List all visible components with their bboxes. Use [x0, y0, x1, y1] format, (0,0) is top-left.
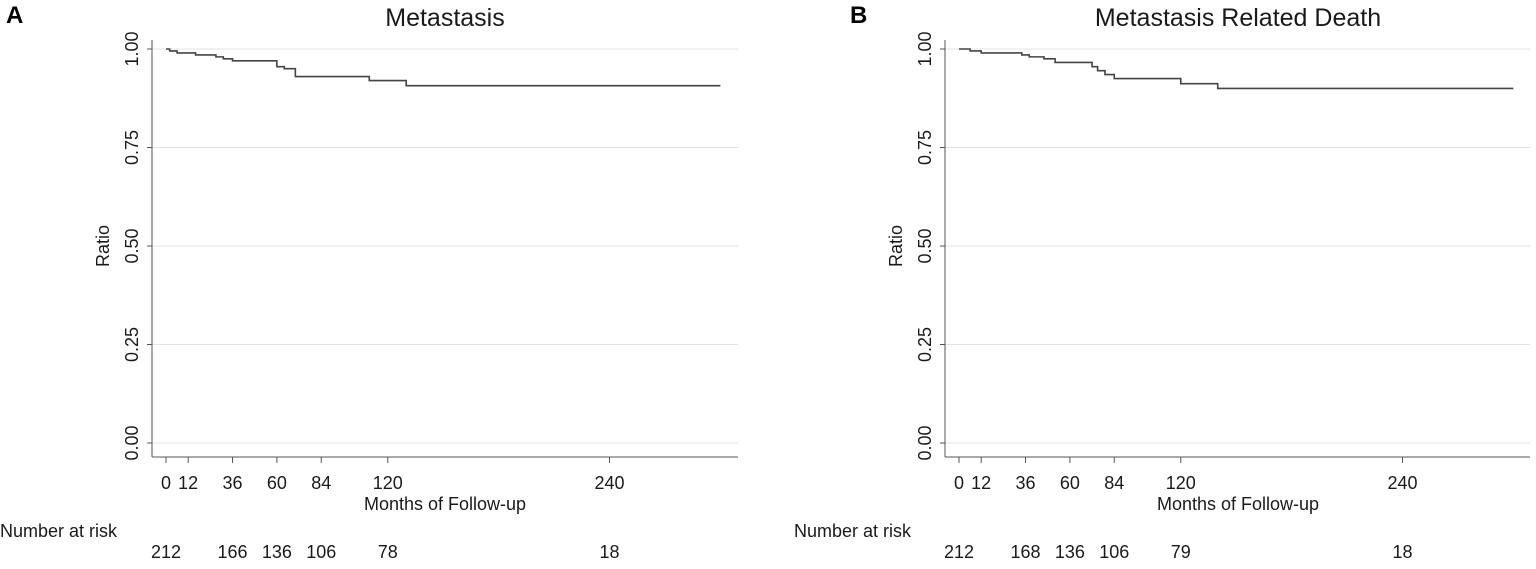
x-tick-label: 84 [1104, 473, 1124, 493]
risk-count: 78 [378, 542, 398, 562]
y-tick-label: 0.75 [122, 130, 142, 165]
risk-count: 18 [1393, 542, 1413, 562]
x-tick-label: 120 [373, 473, 403, 493]
risk-count: 212 [944, 542, 974, 562]
y-tick-label: 0.25 [915, 327, 935, 362]
chart-title: Metastasis Related Death [1095, 4, 1381, 32]
risk-table-label: Number at risk [0, 521, 118, 541]
y-axis-label: Ratio [886, 225, 906, 267]
survival-step-line [166, 48, 721, 87]
y-tick-label: 0.25 [122, 327, 142, 362]
x-tick-label: 0 [954, 473, 964, 493]
x-tick-label: 36 [223, 473, 243, 493]
survival-step-line [959, 48, 1514, 90]
x-axis-label: Months of Follow-up [1157, 494, 1319, 514]
y-tick-label: 1.00 [122, 31, 142, 66]
y-tick-label: 0.75 [915, 130, 935, 165]
panel-b-chart: Metastasis Related Death 0.00 0.25 0.50 0.75… [794, 4, 1530, 562]
y-tick-label: 1.00 [915, 31, 935, 66]
x-tick-label: 240 [594, 473, 624, 493]
chart-title: Metastasis [385, 4, 504, 32]
x-tick-label: 60 [1060, 473, 1080, 493]
risk-count: 136 [1055, 542, 1085, 562]
x-tick-label: 36 [1016, 473, 1036, 493]
risk-count: 166 [218, 542, 248, 562]
risk-table-label: Number at risk [794, 521, 912, 541]
risk-count: 168 [1011, 542, 1041, 562]
y-tick-label: 0.50 [915, 228, 935, 263]
risk-count: 106 [1099, 542, 1129, 562]
x-tick-label: 12 [971, 473, 991, 493]
x-tick-label: 120 [1166, 473, 1196, 493]
y-axis-label: Ratio [93, 225, 113, 267]
risk-count: 136 [262, 542, 292, 562]
x-tick-label: 84 [311, 473, 331, 493]
x-axis-label: Months of Follow-up [364, 494, 526, 514]
x-tick-label: 12 [178, 473, 198, 493]
risk-count: 18 [600, 542, 620, 562]
x-tick-label: 240 [1387, 473, 1417, 493]
x-tick-label: 0 [161, 473, 171, 493]
panel-a-chart: Metastasis 0.00 0.25 0.50 0.75 1.00 Ratio 0 12 36… [0, 4, 738, 562]
risk-count: 79 [1171, 542, 1191, 562]
y-tick-label: 0.00 [915, 425, 935, 460]
y-tick-label: 0.00 [122, 425, 142, 460]
panel-b-letter: B [850, 2, 868, 29]
panel-a-letter: A [6, 2, 24, 29]
y-tick-label: 0.50 [122, 228, 142, 263]
x-tick-label: 60 [267, 473, 287, 493]
risk-count: 106 [306, 542, 336, 562]
risk-count: 212 [151, 542, 181, 562]
